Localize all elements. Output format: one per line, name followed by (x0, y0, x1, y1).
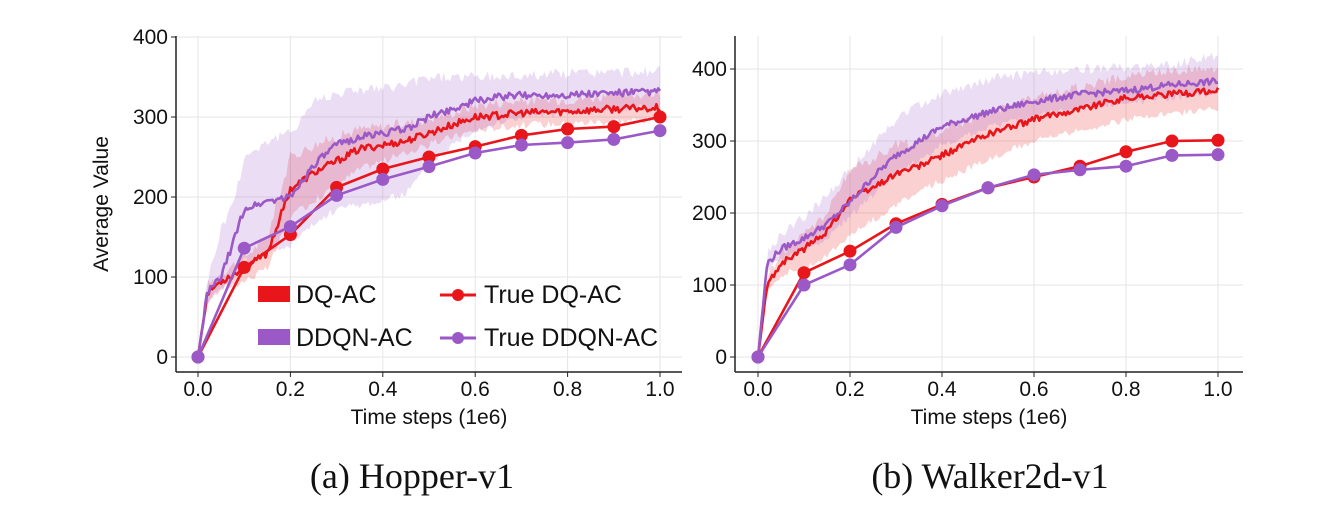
point-true-ddqn-ac (283, 220, 297, 234)
point-true-ddqn-ac (191, 350, 205, 364)
legend-label-true-ddqn-ac: True DDQN-AC (484, 324, 658, 352)
legend-label-dq-ac: DQ-AC (296, 281, 377, 309)
x-tick-label: 0.2 (276, 378, 305, 401)
point-true-ddqn-ac (1165, 148, 1179, 162)
point-true-ddqn-ac (653, 124, 667, 138)
caption-a: (a) Hopper-v1 (310, 456, 514, 496)
point-true-dq-ac (1165, 134, 1179, 148)
point-true-dq-ac (797, 266, 811, 280)
point-true-ddqn-ac (561, 136, 575, 150)
point-true-ddqn-ac (751, 350, 765, 364)
chart-panel-walker2d: 0.0 0.2 0.4 0.6 0.8 1.0 0 100 200 300 400 Time step… (692, 36, 1243, 429)
caption-b: (b) Walker2d-v1 (871, 456, 1108, 496)
point-true-dq-ac (1119, 145, 1133, 159)
x-tick-label: 0.6 (461, 378, 490, 401)
point-true-ddqn-ac (1211, 148, 1225, 162)
point-true-dq-ac (422, 150, 436, 164)
legend-marker-true-ddqn-ac (452, 332, 464, 344)
point-true-ddqn-ac (935, 199, 949, 213)
legend-label-true-dq-ac: True DQ-AC (484, 281, 622, 309)
point-true-ddqn-ac (1073, 163, 1087, 177)
point-true-dq-ac (237, 260, 251, 274)
x-tick-label: 0.4 (927, 378, 957, 401)
point-true-dq-ac (514, 128, 528, 142)
x-tick-label: 0.0 (743, 378, 772, 401)
x-tick-label: 1.0 (645, 378, 674, 401)
gridlines (735, 36, 1243, 372)
point-true-dq-ac (843, 244, 857, 258)
y-tick-label: 100 (692, 274, 727, 297)
band-ddqn-ac (198, 66, 660, 357)
point-true-ddqn-ac (376, 172, 390, 186)
y-tick-label: 200 (692, 202, 727, 225)
point-true-dq-ac (607, 120, 621, 134)
line-ddqn-ac (756, 77, 1219, 358)
y-tick-label: 100 (133, 266, 168, 289)
x-tick-label: 1.0 (1203, 378, 1232, 401)
point-true-dq-ac (653, 110, 667, 124)
point-true-dq-ac (376, 162, 390, 176)
band-dq-ac (198, 88, 660, 357)
y-tick-label: 300 (692, 130, 727, 153)
legend-swatch-dq-ac (258, 286, 290, 302)
point-true-ddqn-ac (468, 146, 482, 160)
legend-marker-true-dq-ac (452, 289, 464, 301)
x-axis-label: Time steps (1e6) (351, 406, 508, 429)
x-axis-label: Time steps (1e6) (911, 406, 1068, 429)
gridlines (176, 36, 682, 372)
line-ddqn-ac (196, 87, 662, 358)
point-true-ddqn-ac (797, 278, 811, 292)
legend: DQ-AC True DQ-AC DDQN-AC True DDQN-AC (258, 281, 658, 352)
y-axis-label: Average Value (90, 136, 113, 272)
x-tick-label: 0.8 (1111, 378, 1140, 401)
y-tick-label: 200 (133, 186, 168, 209)
x-tick-label: 0.6 (1019, 378, 1048, 401)
y-tick-label: 400 (692, 58, 727, 81)
point-true-ddqn-ac (514, 138, 528, 152)
x-tick-label: 0.8 (553, 378, 582, 401)
x-tick-label: 0.2 (835, 378, 864, 401)
point-true-ddqn-ac (422, 160, 436, 174)
legend-swatch-ddqn-ac (258, 329, 290, 345)
y-tick-label: 400 (133, 26, 168, 49)
y-tick-label: 300 (133, 106, 168, 129)
point-true-ddqn-ac (981, 181, 995, 195)
point-true-ddqn-ac (843, 258, 857, 272)
point-true-ddqn-ac (237, 241, 251, 255)
y-tick-label: 0 (715, 346, 727, 369)
chart-panel-hopper: 0.0 0.2 0.4 0.6 0.8 1.0 0 100 200 300 400 Time step… (90, 26, 682, 429)
point-true-ddqn-ac (330, 188, 344, 202)
x-tick-label: 0.0 (183, 378, 212, 401)
point-true-ddqn-ac (1027, 168, 1041, 182)
point-true-ddqn-ac (607, 132, 621, 146)
legend-label-ddqn-ac: DDQN-AC (296, 324, 413, 352)
x-tick-label: 0.4 (368, 378, 398, 401)
point-true-dq-ac (561, 122, 575, 136)
line-dq-ac (756, 87, 1220, 358)
point-true-ddqn-ac (1119, 159, 1133, 173)
y-tick-label: 0 (156, 346, 168, 369)
point-true-dq-ac (1211, 133, 1225, 147)
point-true-ddqn-ac (889, 220, 903, 234)
